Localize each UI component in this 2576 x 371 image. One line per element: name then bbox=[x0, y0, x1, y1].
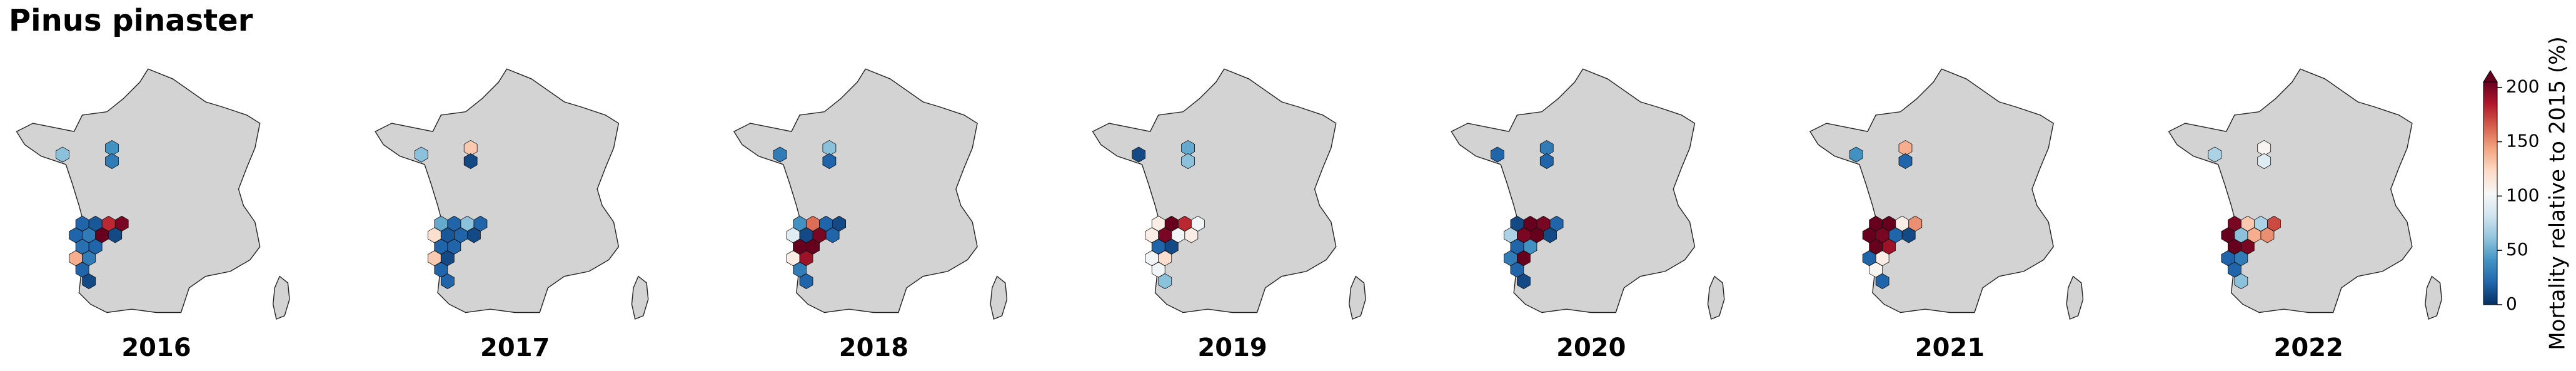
hex-cell bbox=[1184, 227, 1199, 243]
panel-year: 2019 bbox=[1197, 333, 1267, 362]
france-outline bbox=[1091, 68, 1367, 320]
colorbar bbox=[2483, 81, 2498, 305]
panel-year: 2018 bbox=[839, 333, 908, 362]
hex-cell bbox=[773, 146, 787, 163]
hex-cell bbox=[105, 153, 119, 170]
hex-cell bbox=[2234, 273, 2248, 290]
france-outline bbox=[15, 68, 291, 320]
colorbar-tick-label: 200 bbox=[2506, 76, 2539, 97]
map-panel bbox=[1091, 68, 1367, 320]
hex-cell bbox=[1517, 273, 1531, 290]
colorbar-tick-label: 100 bbox=[2506, 185, 2539, 205]
map-panel bbox=[1450, 68, 1726, 320]
colorbar-label: Mortality relative to 2015 (%) bbox=[2545, 36, 2570, 350]
hex-cell bbox=[1849, 146, 1863, 163]
hex-cell bbox=[1875, 273, 1889, 290]
map-panel bbox=[1809, 68, 2085, 320]
map-panel bbox=[374, 68, 650, 320]
hex-cell bbox=[1898, 153, 1913, 170]
panel-year: 2021 bbox=[1915, 333, 1985, 362]
panel-year: 2022 bbox=[2274, 333, 2343, 362]
hex-cell bbox=[822, 153, 837, 170]
hex-cell bbox=[1543, 227, 1557, 243]
france-outline bbox=[1809, 68, 2085, 320]
hex-cell bbox=[1132, 146, 1146, 163]
figure-title: Pinus pinaster bbox=[9, 3, 253, 38]
hex-cell bbox=[463, 153, 478, 170]
hex-cell bbox=[82, 273, 96, 290]
panel-year: 2020 bbox=[1556, 333, 1626, 362]
france-outline bbox=[733, 68, 1009, 320]
hex-cell bbox=[2208, 146, 2222, 163]
france-outline bbox=[1450, 68, 1726, 320]
hex-cell bbox=[1491, 146, 1504, 163]
hex-cell bbox=[108, 227, 123, 243]
france-outline bbox=[2167, 68, 2443, 320]
hex-cell bbox=[1901, 227, 1916, 243]
hex-cell bbox=[414, 146, 428, 163]
hex-cell bbox=[56, 146, 69, 163]
map-panel bbox=[15, 68, 291, 320]
hex-cell bbox=[799, 273, 813, 290]
hex-cell bbox=[1158, 273, 1172, 290]
hex-cell bbox=[2260, 227, 2275, 243]
panel-year: 2017 bbox=[480, 333, 550, 362]
colorbar-tick-label: 50 bbox=[2506, 239, 2528, 260]
colorbar-extend bbox=[2483, 70, 2498, 83]
hex-cell bbox=[1539, 153, 1554, 170]
hex-cell bbox=[1181, 153, 1195, 170]
hex-cell bbox=[2257, 153, 2272, 170]
panel-year: 2016 bbox=[121, 333, 191, 362]
france-outline bbox=[374, 68, 650, 320]
hex-cell bbox=[467, 227, 481, 243]
colorbar-tick-label: 150 bbox=[2506, 131, 2539, 151]
colorbar-tick-label: 0 bbox=[2506, 293, 2517, 314]
hex-cell bbox=[825, 227, 840, 243]
hex-cell bbox=[441, 273, 455, 290]
map-panel bbox=[2167, 68, 2443, 320]
map-panel bbox=[733, 68, 1009, 320]
